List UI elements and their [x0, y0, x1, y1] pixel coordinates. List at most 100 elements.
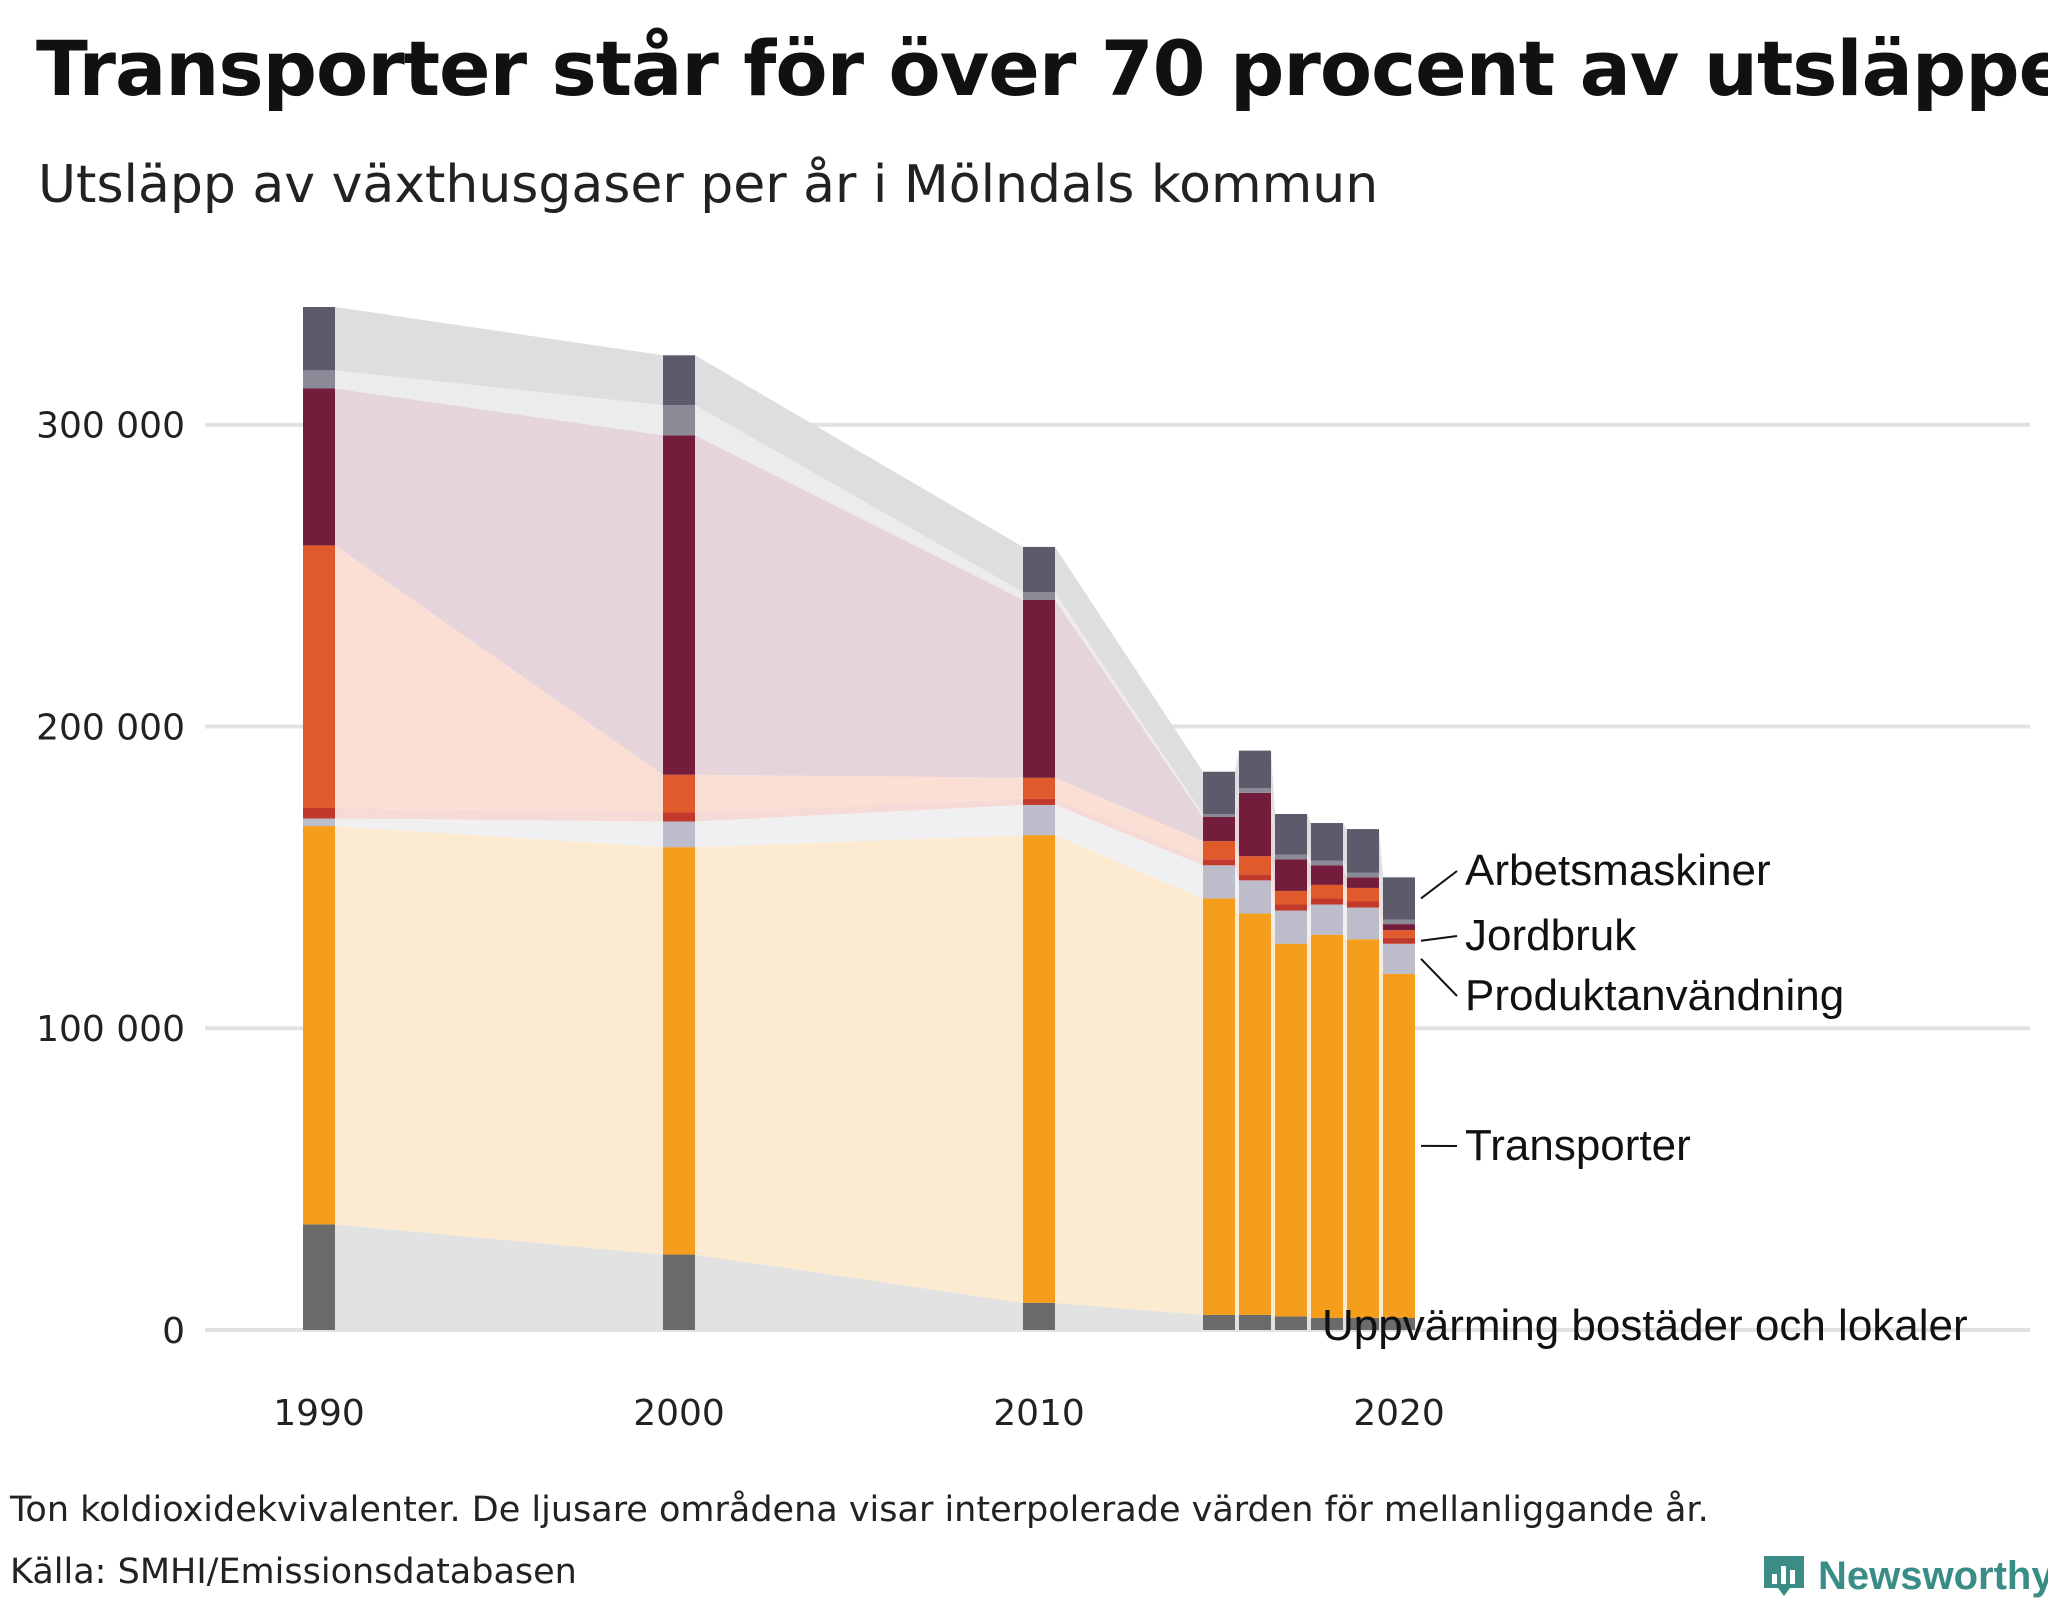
- bar-segment: [1311, 861, 1343, 866]
- bar-segment: [303, 826, 335, 1224]
- bar-segment: [303, 370, 335, 388]
- bar-segment: [663, 405, 695, 435]
- x-tick-label: 2000: [633, 1393, 725, 1434]
- bar-segment: [1203, 1315, 1235, 1330]
- x-tick-label: 1990: [273, 1393, 365, 1434]
- bar-segment: [1275, 855, 1307, 860]
- leader-line: [1421, 871, 1457, 898]
- footnote: Ton koldioxidekvivalenter. De ljusare om…: [10, 1490, 1709, 1530]
- bar-segment: [1023, 547, 1055, 592]
- bar-segment: [1383, 920, 1415, 925]
- y-axis: 0 100 000 200 000 300 000: [36, 406, 185, 1352]
- interpolation-band: [335, 826, 663, 1255]
- interpolation-band: [1379, 939, 1383, 1318]
- bar-segment: [1023, 1303, 1055, 1330]
- bar-segment: [663, 847, 695, 1254]
- bar-segment: [1383, 924, 1415, 930]
- interpolation-band: [1307, 935, 1311, 1318]
- bar-segment: [1275, 891, 1307, 905]
- bar-segment: [1347, 877, 1379, 888]
- bar-segment: [1239, 788, 1271, 793]
- y-tick-label: 100 000: [36, 1009, 185, 1050]
- bar-segment: [663, 812, 695, 821]
- bar-segment: [303, 388, 335, 545]
- bar-segment: [1239, 880, 1271, 913]
- series-end-label: Arbetsmaskiner: [1465, 846, 1771, 895]
- bar-segment: [1311, 935, 1343, 1318]
- interpolation-band: [1343, 935, 1347, 1318]
- interpolation-band: [695, 835, 1023, 1303]
- brand-name: Newsworthy: [1818, 1554, 2048, 1599]
- newsworthy-logo-icon: [1760, 1552, 1808, 1600]
- x-axis: 1990 2000 2010 2020: [273, 1393, 1445, 1434]
- bar-segment: [1023, 835, 1055, 1303]
- bar-segment: [1203, 817, 1235, 841]
- bar-segment: [1347, 908, 1379, 940]
- source-note: Källa: SMHI/Emissionsdatabasen: [10, 1552, 577, 1592]
- leader-line: [1421, 959, 1457, 996]
- bar-segment: [1203, 772, 1235, 814]
- interpolation-band: [1055, 835, 1203, 1315]
- bar-segment: [1383, 930, 1415, 938]
- bar-segment: [1347, 873, 1379, 878]
- bar-segment: [663, 435, 695, 774]
- bar-segment: [1239, 856, 1271, 874]
- bar-segment: [663, 1255, 695, 1330]
- bar-segment: [1239, 793, 1271, 856]
- bar-segment: [1023, 600, 1055, 778]
- bar-segment: [1383, 944, 1415, 974]
- bar-segment: [663, 775, 695, 813]
- y-tick-label: 0: [162, 1311, 185, 1352]
- series-end-label: Jordbruk: [1465, 911, 1637, 960]
- bar-segment: [1347, 888, 1379, 902]
- bar-segment: [303, 545, 335, 808]
- y-tick-label: 200 000: [36, 707, 185, 748]
- brand-logo[interactable]: Newsworthy: [1760, 1546, 2048, 1606]
- interpolation-band: [1235, 898, 1239, 1314]
- series-end-label: Transporter: [1465, 1121, 1691, 1170]
- interpolation-band: [1307, 1316, 1311, 1330]
- bar-segment: [1239, 1315, 1271, 1330]
- bar-segment: [1311, 885, 1343, 899]
- y-tick-label: 300 000: [36, 406, 185, 447]
- interpolation-band: [1307, 814, 1311, 861]
- bar-segment: [1383, 938, 1415, 944]
- bar-segment: [1023, 778, 1055, 799]
- bar-segment: [1311, 823, 1343, 861]
- x-tick-label: 2010: [993, 1393, 1085, 1434]
- bar-segment: [1239, 751, 1271, 789]
- bar-segment: [303, 819, 335, 827]
- bar-segment: [1347, 901, 1379, 907]
- bar-segment: [303, 307, 335, 370]
- bar-segment: [1311, 898, 1343, 904]
- interpolation-band: [1271, 914, 1275, 1317]
- bar-segment: [1383, 877, 1415, 919]
- bar-segment: [303, 808, 335, 819]
- leader-line: [1421, 936, 1457, 941]
- interpolation-band: [1271, 1315, 1275, 1330]
- bar-segment: [1275, 1316, 1307, 1330]
- bar-segment: [663, 355, 695, 405]
- bar-segment: [1275, 859, 1307, 891]
- bar-segment: [1311, 865, 1343, 885]
- bar-segment: [1203, 814, 1235, 817]
- bar-segment: [303, 1224, 335, 1330]
- bar-segment: [1275, 814, 1307, 855]
- bar-segment: [1239, 914, 1271, 1315]
- bar-segment: [1347, 939, 1379, 1318]
- series-end-label: Produktanvändning: [1465, 971, 1844, 1020]
- bar-segment: [1023, 592, 1055, 600]
- bar-segment: [1275, 905, 1307, 911]
- bar-segment: [1275, 911, 1307, 944]
- end-labels: Arbetsmaskiner Jordbruk Produktanvändning T…: [1322, 846, 1968, 1350]
- bar-segment: [1023, 799, 1055, 805]
- interpolation-band: [1343, 905, 1347, 940]
- bar-segment: [1275, 944, 1307, 1317]
- bar-segment: [1311, 905, 1343, 935]
- bar-segment: [1023, 805, 1055, 835]
- bar-segment: [1203, 865, 1235, 898]
- x-tick-label: 2020: [1353, 1393, 1445, 1434]
- bar-segment: [1203, 859, 1235, 865]
- bar-segment: [1203, 841, 1235, 859]
